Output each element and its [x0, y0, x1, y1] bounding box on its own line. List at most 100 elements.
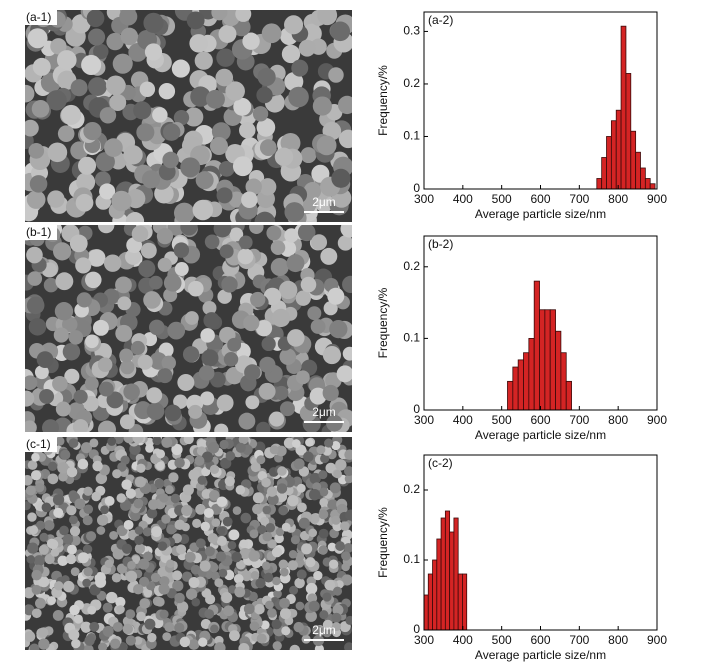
particle: [53, 507, 64, 518]
particle: [150, 572, 161, 583]
particle: [25, 375, 38, 391]
particle: [116, 605, 125, 614]
particle: [82, 515, 93, 526]
particle: [269, 411, 285, 427]
particle: [92, 460, 103, 472]
particle: [177, 373, 195, 392]
particle: [77, 458, 89, 470]
image-label: (c-1): [26, 437, 51, 451]
particle: [138, 558, 150, 570]
particle: [99, 107, 117, 124]
particle: [241, 191, 258, 209]
particle: [257, 525, 267, 535]
particle: [103, 254, 122, 272]
x-tick-label: 800: [608, 192, 628, 206]
particle: [130, 340, 145, 355]
particle: [279, 348, 297, 365]
particle: [188, 469, 200, 481]
particle: [236, 559, 246, 570]
particle: [312, 96, 332, 116]
particle: [46, 90, 67, 111]
particle: [342, 275, 352, 294]
particle: [216, 187, 233, 204]
particle: [266, 486, 278, 497]
particle: [309, 387, 327, 405]
x-tick-label: 300: [414, 192, 434, 206]
particle: [227, 337, 242, 352]
particle: [263, 572, 274, 583]
bar: [427, 573, 433, 631]
particle: [143, 551, 153, 562]
particle: [96, 526, 106, 535]
particle: [173, 109, 190, 126]
particle: [218, 160, 235, 177]
particle: [232, 156, 253, 177]
particle: [239, 547, 251, 560]
particle: [97, 420, 116, 432]
particle: [243, 314, 260, 332]
particle: [283, 437, 295, 449]
particle: [109, 530, 119, 540]
particle: [31, 569, 42, 581]
particle: [111, 573, 122, 583]
particle: [136, 463, 146, 473]
particle: [310, 319, 326, 334]
particle: [192, 518, 202, 529]
particle: [238, 412, 256, 430]
particle: [157, 257, 172, 272]
particle: [214, 578, 224, 588]
particle: [324, 579, 336, 591]
particle: [142, 527, 153, 537]
particle: [205, 594, 216, 605]
x-tick-label: 500: [492, 633, 512, 647]
particle: [154, 478, 165, 489]
particle: [202, 301, 217, 315]
particle: [303, 451, 314, 463]
particle: [143, 588, 153, 598]
y-tick-label: 0.1: [403, 331, 420, 345]
particle: [255, 577, 266, 589]
particle: [102, 625, 114, 637]
particle: [318, 528, 329, 539]
particle: [201, 489, 212, 499]
particle: [211, 571, 221, 581]
particle: [83, 644, 94, 650]
particle: [272, 641, 282, 650]
particle: [322, 384, 339, 402]
particle: [92, 319, 109, 336]
particle: [96, 514, 109, 526]
particle: [261, 561, 271, 570]
particle: [296, 569, 307, 580]
particle: [294, 577, 305, 589]
particle: [83, 567, 93, 577]
particle: [274, 385, 289, 401]
particle: [65, 553, 77, 565]
particle: [188, 639, 200, 650]
particle: [209, 136, 229, 156]
particle: [240, 512, 252, 524]
particle: [66, 466, 78, 478]
particle: [276, 483, 288, 494]
particle: [146, 402, 165, 420]
particle: [305, 438, 314, 447]
particle: [291, 439, 301, 448]
particle: [171, 59, 190, 78]
particle: [326, 414, 343, 432]
particle: [170, 493, 181, 504]
particle: [221, 276, 238, 293]
bar: [523, 352, 530, 411]
particle: [249, 621, 260, 632]
particle: [86, 10, 105, 28]
particle: [281, 626, 291, 636]
particle: [166, 524, 177, 535]
particle: [144, 43, 163, 61]
particle: [231, 551, 242, 563]
particle: [39, 388, 55, 404]
particle: [76, 292, 92, 308]
sem-image: [25, 10, 352, 222]
particle: [275, 445, 287, 457]
particle: [147, 632, 157, 643]
particle: [258, 382, 276, 400]
particle: [288, 549, 298, 559]
particle: [308, 600, 320, 612]
